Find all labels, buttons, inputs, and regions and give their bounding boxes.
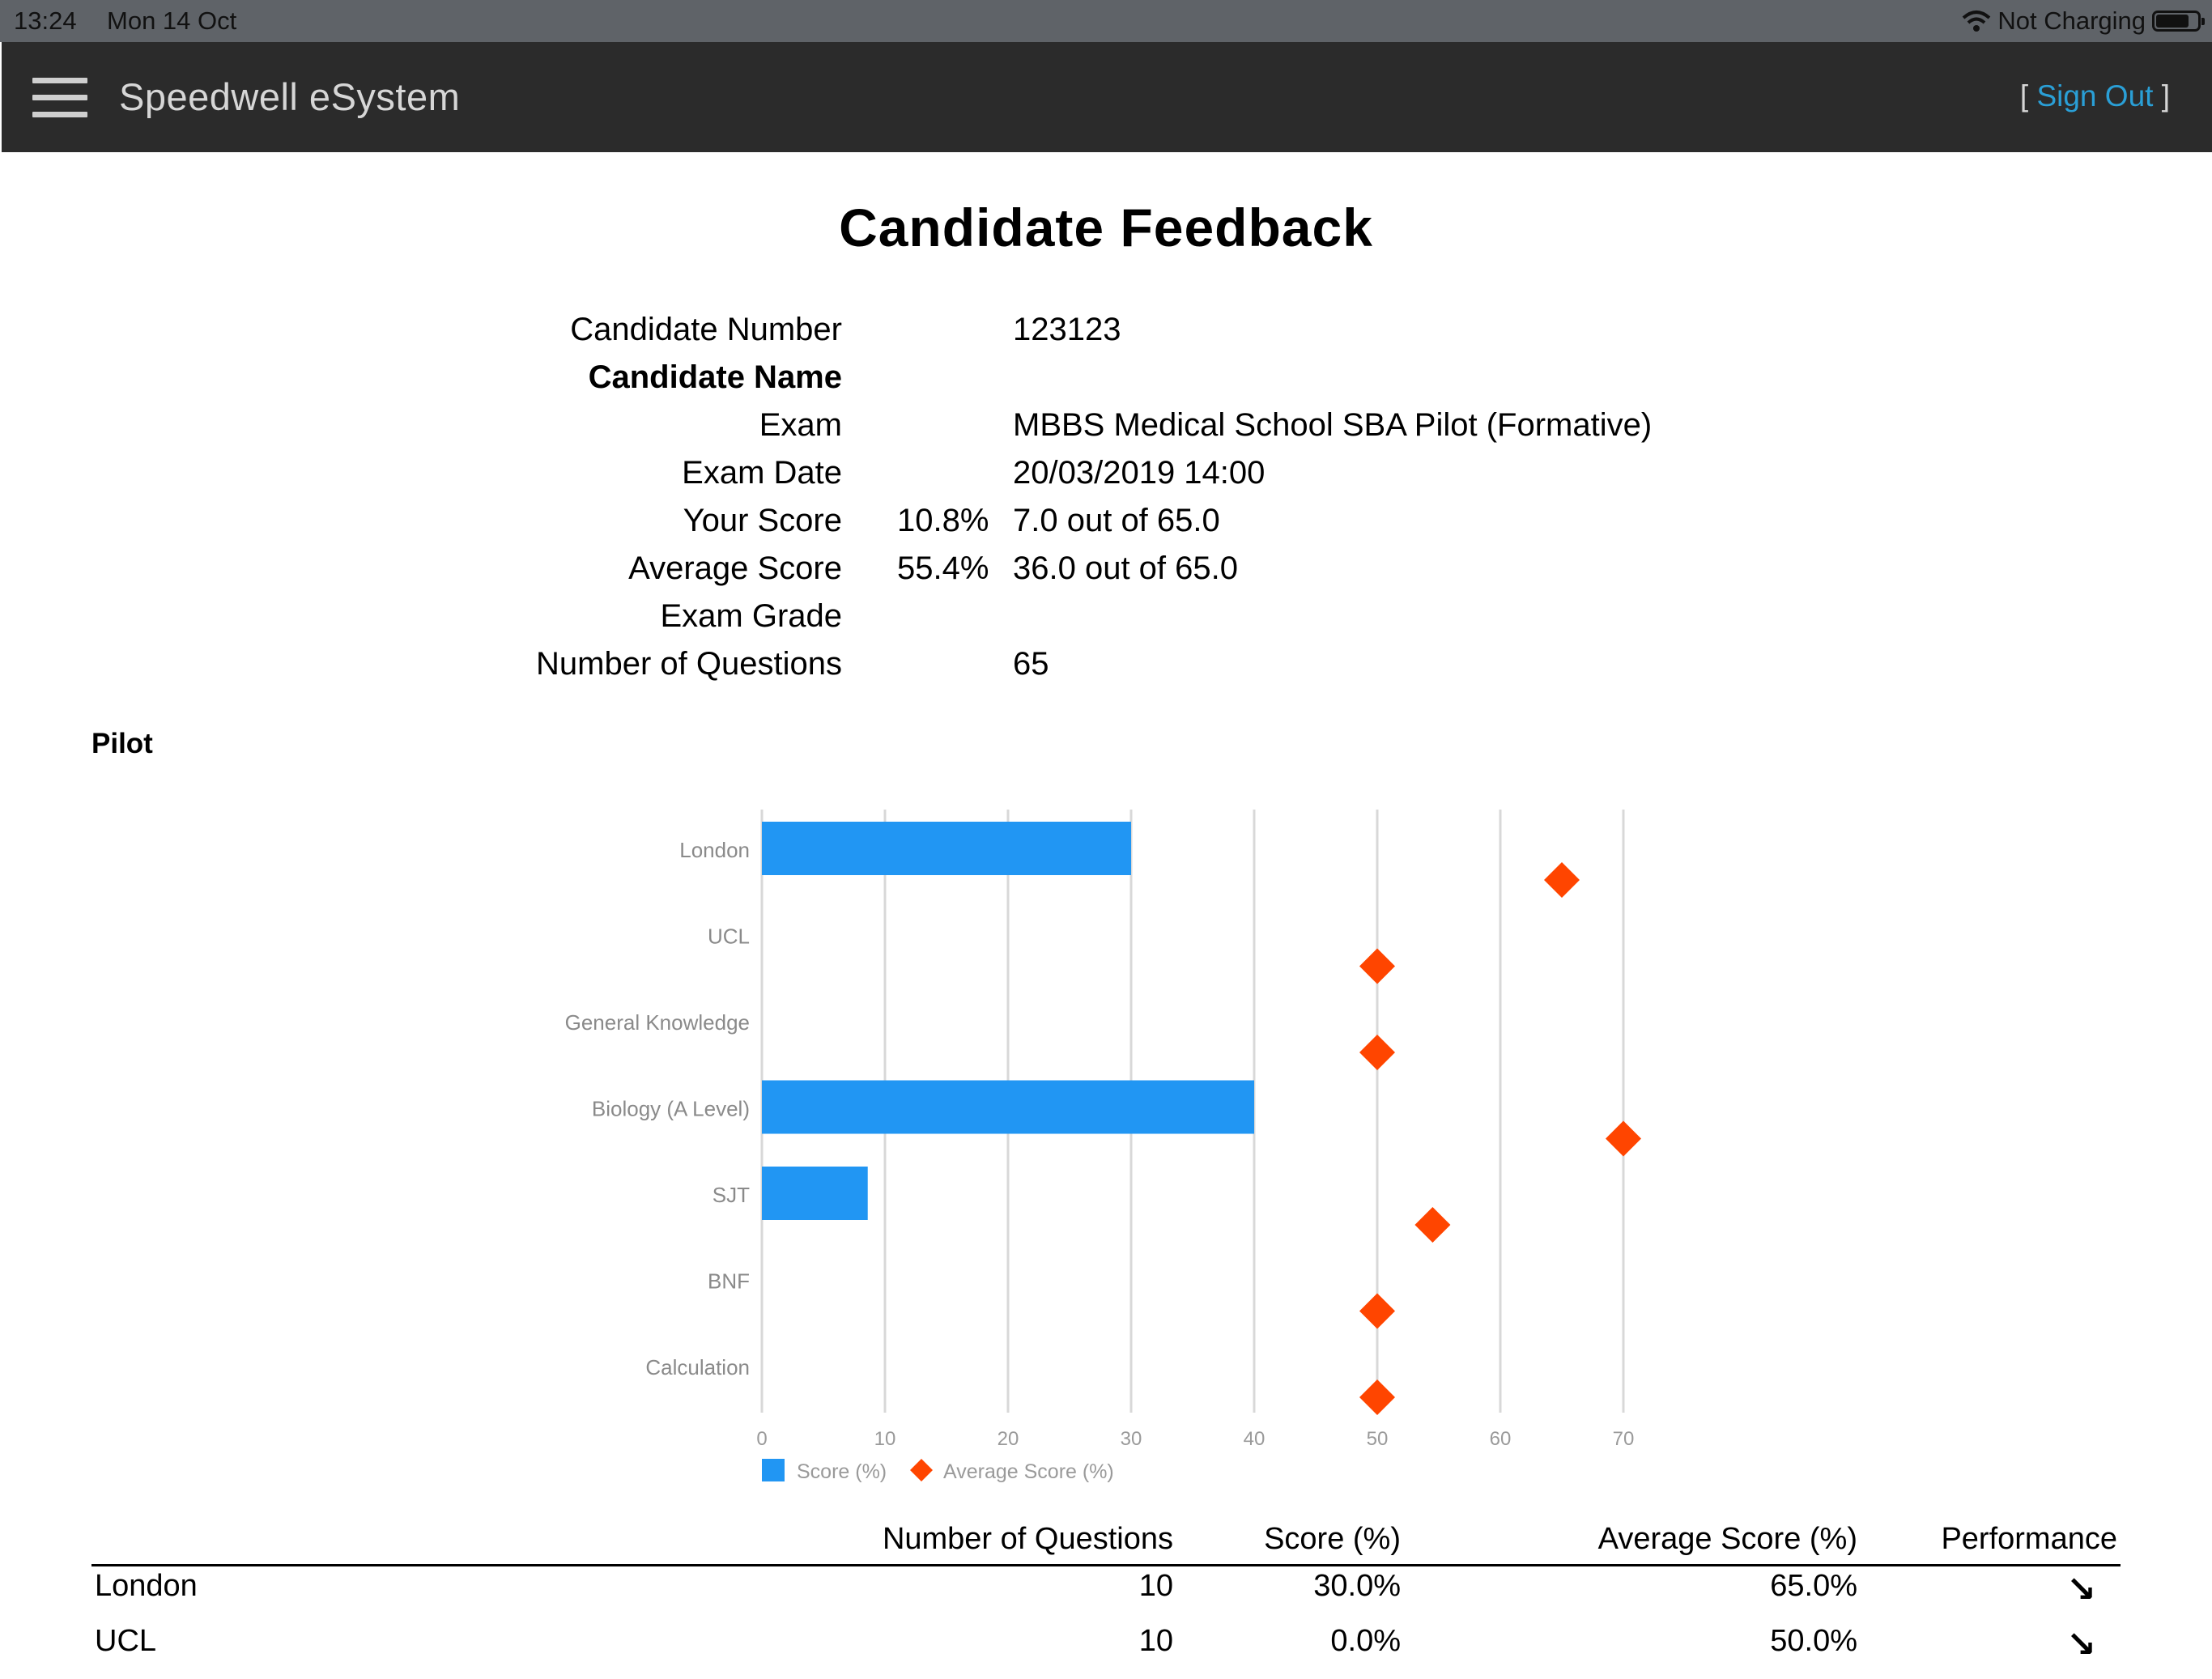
header-performance: Performance [1941, 1522, 2117, 1556]
sign-out-bracket-close: ] [2161, 79, 2170, 113]
your-score-percent: 10.8% [897, 503, 989, 538]
section-label: Pilot [91, 728, 153, 759]
legend-score-label: Score (%) [797, 1460, 887, 1483]
candidate-name-label: Candidate Name [588, 359, 842, 395]
average-score-marker [1606, 1120, 1641, 1157]
legend-score-swatch [762, 1459, 785, 1481]
header-score: Score (%) [1264, 1522, 1401, 1556]
average-score-marker [1414, 1207, 1451, 1243]
exam-date-label: Exam Date [682, 455, 842, 491]
exam-value: MBBS Medical School SBA Pilot (Formative… [1013, 407, 1653, 443]
x-tick-label: 30 [1121, 1428, 1142, 1450]
average-score-marker [1359, 948, 1395, 984]
average-score-marker [1359, 1035, 1395, 1070]
status-date: Mon 14 Oct [107, 6, 237, 35]
row-name: London [95, 1569, 198, 1603]
charging-status: Not Charging [1997, 6, 2146, 35]
category-label: UCL [708, 925, 750, 949]
table-row: UCL 10 0.0% 50.0% ↘ [91, 1624, 2121, 1679]
category-label: Biology (A Level) [592, 1097, 750, 1121]
row-score: 30.0% [1313, 1569, 1401, 1603]
sign-out-bracket-open: [ [2019, 79, 2029, 113]
score-bar [762, 822, 1131, 875]
info-row-exam: Exam MBBS Medical School SBA Pilot (Form… [0, 407, 2212, 454]
category-label: Calculation [645, 1355, 750, 1379]
category-label: General Knowledge [565, 1010, 750, 1035]
exam-date-value: 20/03/2019 14:00 [1013, 455, 1266, 491]
header-questions: Number of Questions [882, 1522, 1173, 1556]
row-questions: 10 [1138, 1569, 1173, 1603]
average-score-marker [1359, 1293, 1395, 1329]
exam-label: Exam [759, 407, 842, 443]
legend-average-swatch [910, 1459, 933, 1481]
performance-down-icon: ↘ [2066, 1570, 2096, 1609]
row-questions: 10 [1138, 1624, 1173, 1658]
row-score: 0.0% [1330, 1624, 1401, 1658]
your-score-label: Your Score [683, 503, 842, 538]
status-bar: 13:24 Mon 14 Oct Not Charging [0, 0, 2212, 42]
menu-icon[interactable] [32, 78, 87, 118]
x-tick-label: 20 [998, 1428, 1019, 1450]
average-score-marker [1544, 862, 1580, 898]
table-row: London 10 30.0% 65.0% ↘ [91, 1569, 2121, 1624]
status-time: 13:24 [14, 6, 77, 35]
your-score-value: 7.0 out of 65.0 [1013, 503, 1220, 538]
average-score-value: 36.0 out of 65.0 [1013, 550, 1239, 586]
info-row-average-score: Average Score 55.4% 36.0 out of 65.0 [0, 550, 2212, 597]
info-row-name: Candidate Name [0, 359, 2212, 406]
brand-title: Speedwell eSystem [119, 75, 461, 118]
candidate-number-label: Candidate Number [570, 312, 842, 347]
x-tick-label: 0 [756, 1428, 767, 1450]
battery-icon [2152, 11, 2205, 32]
table-header: Number of Questions Score (%) Average Sc… [91, 1522, 2121, 1566]
info-row-questions: Number of Questions 65 [0, 646, 2212, 693]
x-tick-label: 50 [1367, 1428, 1389, 1450]
status-right: Not Charging [1962, 0, 2205, 42]
x-tick-label: 10 [874, 1428, 896, 1450]
info-row-your-score: Your Score 10.8% 7.0 out of 65.0 [0, 503, 2212, 550]
x-tick-label: 70 [1613, 1428, 1635, 1450]
row-average: 65.0% [1770, 1569, 1857, 1603]
page-title: Candidate Feedback [839, 198, 1373, 257]
category-label: BNF [708, 1269, 750, 1294]
score-bar [762, 1080, 1254, 1134]
sign-out-link[interactable]: Sign Out [2036, 79, 2154, 113]
sign-out-wrapper: [ Sign Out ] [2020, 79, 2170, 113]
average-score-label: Average Score [628, 550, 842, 586]
row-average: 50.0% [1770, 1624, 1857, 1658]
header-average: Average Score (%) [1597, 1522, 1857, 1556]
score-bar [762, 1167, 868, 1220]
info-row-exam-date: Exam Date 20/03/2019 14:00 [0, 455, 2212, 502]
number-of-questions-label: Number of Questions [536, 646, 842, 682]
average-score-percent: 55.4% [897, 550, 989, 586]
wifi-icon [1963, 11, 1991, 32]
candidate-number-value: 123123 [1013, 312, 1121, 347]
average-score-marker [1359, 1379, 1395, 1415]
x-tick-label: 40 [1244, 1428, 1266, 1450]
category-label: SJT [713, 1183, 750, 1207]
exam-grade-label: Exam Grade [660, 598, 842, 634]
info-row-grade: Exam Grade [0, 598, 2212, 645]
row-name: UCL [95, 1624, 157, 1658]
info-row-number: Candidate Number 123123 [0, 312, 2212, 359]
legend-average-label: Average Score (%) [943, 1460, 1114, 1483]
top-navbar: Speedwell eSystem [ Sign Out ] [2, 42, 2212, 152]
performance-down-icon: ↘ [2066, 1625, 2096, 1664]
category-label: London [679, 838, 750, 862]
number-of-questions-value: 65 [1013, 646, 1049, 682]
x-tick-label: 60 [1490, 1428, 1512, 1450]
